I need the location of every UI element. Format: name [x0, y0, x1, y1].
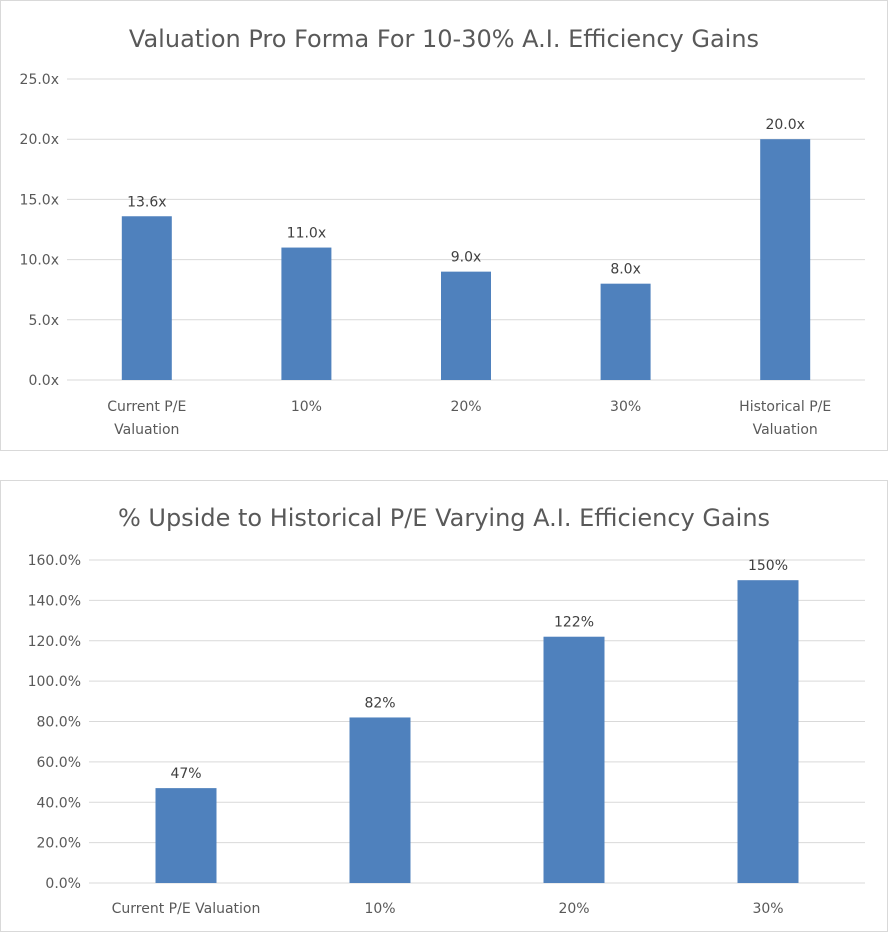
- data-label: 9.0x: [451, 250, 482, 266]
- bar: [737, 580, 799, 883]
- y-tick-label: 160.0%: [28, 553, 81, 569]
- data-label: 20.0x: [765, 117, 804, 133]
- y-tick-label: 25.0x: [20, 72, 59, 88]
- data-label: 13.6x: [127, 194, 166, 210]
- bar: [441, 271, 491, 380]
- data-label: 11.0x: [287, 226, 326, 242]
- valuation-chart: Valuation Pro Forma For 10-30% A.I. Effi…: [20, 25, 865, 438]
- bar: [155, 788, 217, 883]
- y-tick-label: 100.0%: [28, 674, 81, 690]
- data-label: 47%: [170, 766, 201, 782]
- x-category-label: Historical P/E Valuation: [739, 399, 831, 438]
- y-tick-label: 40.0%: [37, 795, 81, 811]
- bar: [760, 139, 811, 380]
- y-tick-label: 60.0%: [37, 755, 81, 771]
- y-tick-label: 15.0x: [20, 192, 59, 208]
- bar: [543, 636, 605, 883]
- y-tick-label: 0.0%: [45, 876, 81, 892]
- y-tick-label: 20.0%: [37, 836, 81, 852]
- x-category-label: 20%: [450, 399, 481, 415]
- data-label: 122%: [554, 615, 594, 631]
- chart-title: % Upside to Historical P/E Varying A.I. …: [118, 504, 770, 532]
- x-category-label: 10%: [291, 399, 322, 415]
- x-category-label: Current P/E Valuation: [107, 399, 186, 438]
- y-tick-label: 120.0%: [28, 634, 81, 650]
- x-category-label: Current P/E Valuation: [112, 901, 261, 917]
- x-category-label: 10%: [364, 901, 395, 917]
- data-label: 150%: [748, 558, 788, 574]
- y-tick-label: 140.0%: [28, 593, 81, 609]
- bar: [121, 216, 172, 380]
- data-label: 8.0x: [610, 262, 641, 278]
- x-category-label: 20%: [558, 901, 589, 917]
- upside-chart-panel: % Upside to Historical P/E Varying A.I. …: [0, 480, 888, 932]
- y-tick-label: 0.0x: [28, 373, 59, 389]
- y-tick-label: 20.0x: [20, 132, 59, 148]
- upside-chart: % Upside to Historical P/E Varying A.I. …: [28, 504, 865, 917]
- valuation-chart-panel: Valuation Pro Forma For 10-30% A.I. Effi…: [0, 0, 888, 451]
- data-label: 82%: [364, 695, 395, 711]
- chart-title: Valuation Pro Forma For 10-30% A.I. Effi…: [129, 25, 759, 53]
- x-category-label: 30%: [752, 901, 783, 917]
- bar: [600, 283, 651, 380]
- bar: [281, 247, 332, 380]
- y-tick-label: 10.0x: [20, 253, 59, 269]
- bar: [349, 717, 411, 883]
- y-tick-label: 5.0x: [28, 313, 59, 329]
- y-tick-label: 80.0%: [37, 715, 81, 731]
- x-category-label: 30%: [610, 399, 641, 415]
